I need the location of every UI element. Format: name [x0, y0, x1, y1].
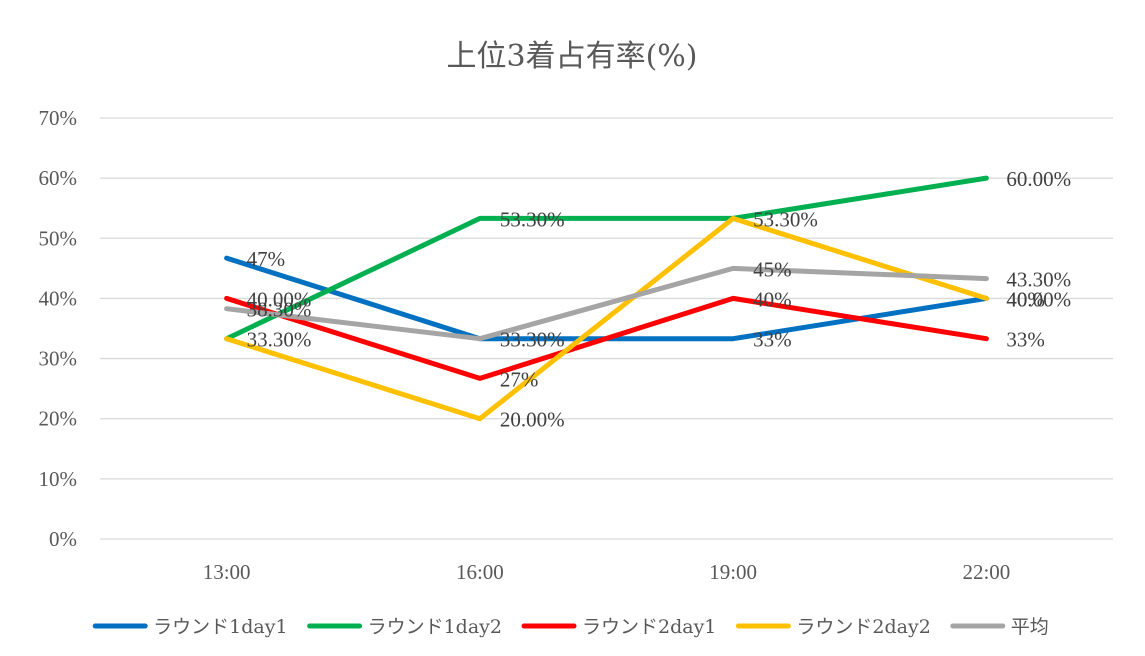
legend-label: ラウンド2day2 — [796, 616, 930, 638]
y-tick-label: 30% — [39, 347, 78, 371]
chart-title: 上位3着占有率(%) — [446, 39, 697, 74]
series-line — [224, 265, 989, 342]
x-tick-label: 13:00 — [203, 560, 251, 584]
data-label: 53.30% — [500, 207, 565, 231]
data-label: 40.00% — [247, 287, 312, 311]
y-tick-label: 20% — [39, 407, 78, 431]
legend-label: ラウンド1day1 — [153, 616, 287, 638]
y-tick-label: 40% — [39, 286, 78, 310]
data-label: 33% — [1006, 328, 1045, 352]
legend-label: 平均 — [1011, 616, 1049, 638]
data-label: 45% — [753, 257, 792, 281]
y-tick-label: 50% — [39, 226, 78, 250]
data-label: 38.30% — [247, 298, 312, 322]
data-label: 40.00% — [1006, 287, 1071, 311]
x-axis-ticks: 13:00 16:00 19:00 22:00 — [203, 560, 1011, 584]
data-label: 60.00% — [1006, 167, 1071, 191]
data-label: 27% — [500, 367, 539, 391]
data-label: 20.00% — [500, 408, 565, 432]
data-label: 47% — [247, 247, 286, 271]
data-label: 53.30% — [753, 207, 818, 231]
y-tick-label: 0% — [49, 527, 77, 551]
data-label: 33% — [753, 328, 792, 352]
x-tick-label: 19:00 — [709, 560, 757, 584]
series-line — [224, 215, 989, 422]
y-tick-label: 70% — [39, 106, 78, 130]
data-label: 33.30% — [500, 328, 565, 352]
data-label: 40% — [753, 287, 792, 311]
x-tick-label: 22:00 — [962, 560, 1010, 584]
legend: ラウンド1day1 ラウンド1day2 ラウンド2day1 ラウンド2day2 平均 — [92, 616, 1049, 638]
y-tick-label: 10% — [39, 467, 78, 491]
series-line — [224, 295, 989, 381]
legend-label: ラウンド1day2 — [368, 616, 502, 638]
data-label: 33.30% — [247, 328, 312, 352]
y-tick-label: 60% — [39, 166, 78, 190]
legend-label: ラウンド2day1 — [582, 616, 716, 638]
data-label: 43.30% — [1006, 268, 1071, 292]
data-label: 40% — [1006, 287, 1045, 311]
data-labels: 47% 33% 40% 53.30% 60.00% 40.00% 27% 40% 33% 33.3… — [247, 167, 1072, 432]
series-line — [224, 175, 989, 342]
gridlines — [100, 117, 1113, 540]
series-lines — [224, 175, 989, 422]
y-axis-ticks: 0% 10% 20% 30% 40% 50% 60% 70% — [39, 106, 78, 551]
x-tick-label: 16:00 — [456, 560, 504, 584]
